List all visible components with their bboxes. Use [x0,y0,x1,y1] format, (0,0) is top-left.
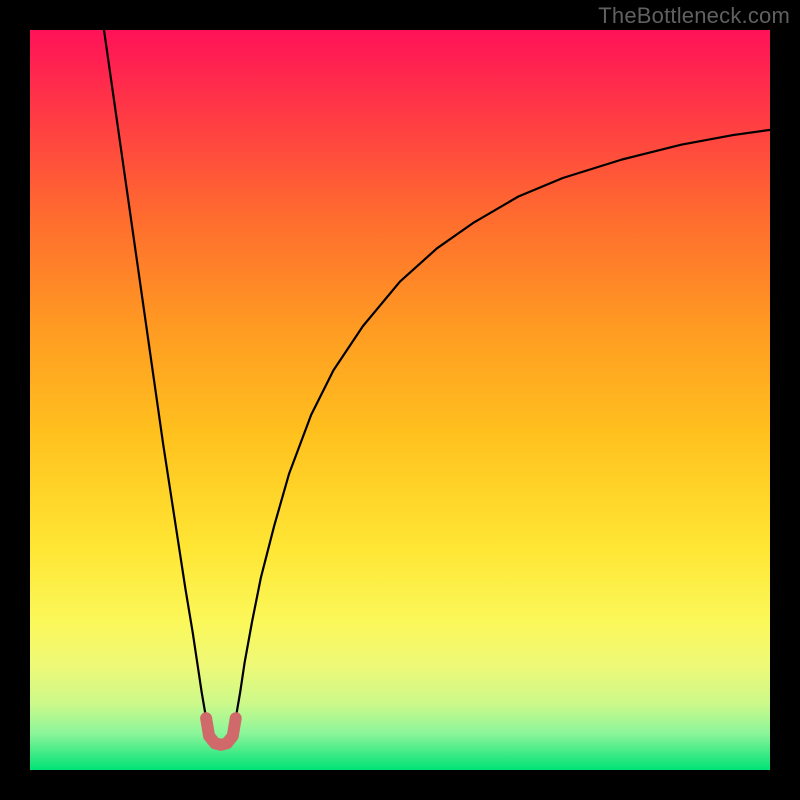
plot-region [30,30,770,770]
chart-frame: TheBottleneck.com [0,0,800,800]
bottleneck-curve-chart [30,30,770,770]
watermark-text: TheBottleneck.com [598,3,790,29]
gradient-background [30,30,770,770]
